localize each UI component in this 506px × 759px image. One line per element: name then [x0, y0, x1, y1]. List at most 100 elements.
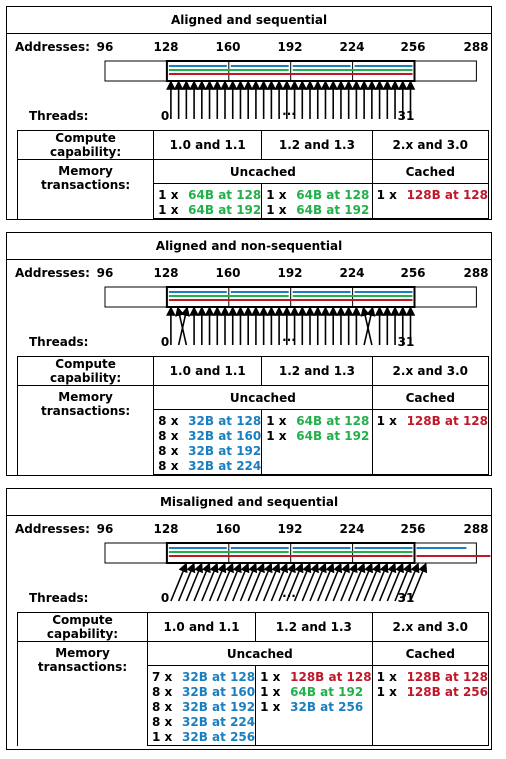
panel-title: Aligned and non-sequential	[7, 233, 491, 260]
thread-arrow	[231, 562, 250, 602]
thread-arrow	[175, 306, 188, 346]
transaction-line: 1 x 64B at 128	[262, 414, 371, 429]
transaction-size: 32B at 256	[182, 730, 256, 744]
address-tick: 192	[277, 266, 303, 280]
thread-arrow	[386, 562, 404, 602]
transaction-line: 1 x 128B at 128	[256, 670, 371, 685]
transaction-size: 32B at 128	[182, 670, 256, 684]
thread-arrow	[402, 562, 420, 602]
transaction-count: 1 x	[158, 188, 179, 202]
thread-arrow	[317, 562, 335, 602]
panel-title: Misaligned and sequential	[7, 489, 491, 516]
transaction-line: 1 x 64B at 128	[262, 188, 371, 203]
thread-arrow	[224, 562, 242, 602]
transaction-size: 64B at 192	[188, 203, 262, 217]
thread-start: 0	[160, 591, 170, 605]
transaction-line: 8 x 32B at 224	[154, 459, 261, 474]
memory-transactions-label: Memory transactions:	[16, 159, 155, 219]
transactions-table: Compute capability: 1.0 and 1.1 1.2 and …	[16, 612, 490, 746]
uncached-header: Uncached	[147, 641, 373, 666]
address-tick: 160	[215, 40, 241, 54]
transaction-count: 8 x	[158, 414, 179, 428]
transaction-size: 32B at 224	[188, 459, 262, 473]
thread-arrow	[340, 562, 358, 602]
addresses-label: Addresses:	[15, 266, 90, 280]
transaction-count: 8 x	[158, 459, 179, 473]
address-tick: 256	[400, 266, 426, 280]
panel-misaligned-sequential: Misaligned and sequential Addresses: 96 …	[6, 488, 492, 750]
thread-arrow	[216, 562, 234, 602]
transaction-size: 128B at 128	[406, 188, 488, 202]
cap-12-13-header: 1.2 and 1.3	[261, 356, 373, 386]
address-tick: 256	[400, 40, 426, 54]
transaction-count: 1 x	[260, 670, 281, 684]
thread-arrow	[360, 306, 373, 346]
transaction-size: 32B at 256	[290, 700, 364, 714]
transaction-line: 1 x 128B at 256	[373, 685, 488, 700]
addresses-label: Addresses:	[15, 40, 90, 54]
thread-arrow	[293, 562, 312, 602]
transaction-size: 32B at 160	[182, 685, 256, 699]
transaction-count: 1 x	[152, 730, 173, 744]
compute-capability-label: Compute capability:	[16, 356, 155, 386]
address-tick: 288	[463, 40, 489, 54]
address-tick: 96	[96, 266, 114, 280]
thread-arrow	[355, 562, 374, 602]
transaction-line: 1 x 128B at 128	[373, 670, 488, 685]
transaction-count: 7 x	[152, 670, 173, 684]
transaction-size: 64B at 192	[296, 203, 370, 217]
transaction-size: 128B at 128	[406, 414, 488, 428]
thread-start: 0	[160, 109, 170, 123]
thread-arrow	[193, 562, 211, 602]
address-tick: 192	[277, 40, 303, 54]
address-tick: 96	[96, 40, 114, 54]
address-tick: 224	[339, 40, 365, 54]
cap-12-13-transactions: 1 x 64B at 128 1 x 64B at 192	[261, 183, 373, 219]
thread-arrow	[324, 562, 343, 602]
thread-arrow	[332, 562, 350, 602]
cached-header: Cached	[371, 641, 490, 666]
transaction-count: 1 x	[376, 414, 397, 428]
transaction-size: 64B at 128	[188, 188, 262, 202]
compute-capability-label: Compute capability:	[16, 130, 155, 160]
cap-12-13-header: 1.2 and 1.3	[255, 612, 373, 642]
transaction-count: 1 x	[266, 203, 287, 217]
transaction-line: 1 x 32B at 256	[148, 730, 255, 745]
thread-arrow	[170, 562, 188, 602]
thread-arrow	[347, 562, 366, 602]
uncached-header: Uncached	[153, 159, 373, 184]
transaction-line: 8 x 32B at 160	[148, 685, 255, 700]
thread-end: 31	[397, 335, 415, 349]
address-tick: 128	[153, 266, 179, 280]
address-tick: 288	[463, 522, 489, 536]
transaction-count: 1 x	[260, 685, 281, 699]
memory-transactions-label: Memory transactions:	[16, 641, 149, 746]
transaction-line: 8 x 32B at 192	[148, 700, 255, 715]
thread-arrow	[239, 562, 258, 602]
thread-arrow	[363, 562, 381, 602]
thread-arrow	[208, 562, 227, 602]
thread-dots: ···	[282, 589, 296, 603]
address-tick: 128	[153, 40, 179, 54]
thread-arrow	[201, 562, 219, 602]
address-tick: 192	[277, 522, 303, 536]
cached-header: Cached	[371, 385, 490, 410]
cap-2x-30-transactions: 1 x 128B at 128	[371, 409, 490, 475]
transaction-size: 128B at 128	[406, 670, 488, 684]
transactions-table: Compute capability: 1.0 and 1.1 1.2 and …	[16, 356, 490, 475]
memory-transactions-label: Memory transactions:	[16, 385, 155, 475]
thread-arrow	[255, 562, 273, 602]
thread-arrow	[270, 562, 288, 602]
memory-strip	[104, 542, 491, 602]
threads-label: Threads:	[29, 109, 89, 123]
thread-start: 0	[160, 335, 170, 349]
cap-10-11-header: 1.0 and 1.1	[147, 612, 257, 642]
panel-aligned-non-sequential: Aligned and non-sequential Addresses: 96…	[6, 232, 492, 476]
cap-10-11-transactions: 1 x 64B at 128 1 x 64B at 192	[153, 183, 263, 219]
thread-arrow	[409, 562, 428, 602]
cached-header: Cached	[371, 159, 490, 184]
cap-2x-30-header: 2.x and 3.0	[371, 612, 490, 642]
cap-10-11-transactions: 8 x 32B at 128 8 x 32B at 160 8 x 32B at 192 8…	[153, 409, 263, 475]
transaction-size: 128B at 128	[290, 670, 372, 684]
thread-arrow	[262, 562, 281, 602]
